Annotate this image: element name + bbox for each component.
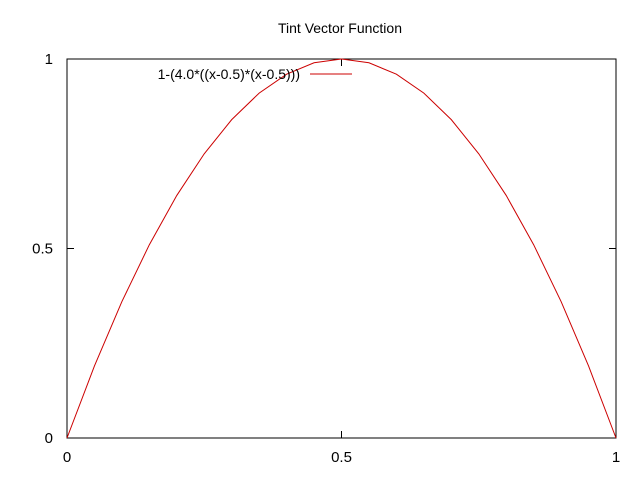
axis-tick-labels: 0 0.5 1 0 0.5 1 bbox=[32, 51, 620, 466]
series-line bbox=[66, 58, 617, 439]
plot-area-frame bbox=[66, 58, 617, 439]
axis-ticks bbox=[66, 58, 617, 439]
chart-title: Tint Vector Function bbox=[278, 20, 402, 36]
y-tick-label: 0.5 bbox=[32, 241, 53, 258]
legend: 1-(4.0*((x-0.5)*(x-0.5))) bbox=[158, 66, 352, 82]
y-tick-label: 1 bbox=[45, 51, 53, 68]
x-tick-label: 0.5 bbox=[331, 449, 352, 466]
legend-entry-label: 1-(4.0*((x-0.5)*(x-0.5))) bbox=[158, 66, 300, 82]
y-tick-label: 0 bbox=[45, 430, 53, 447]
series-layer bbox=[66, 58, 617, 439]
x-tick-label: 0 bbox=[63, 449, 71, 466]
x-tick-label: 1 bbox=[612, 449, 620, 466]
